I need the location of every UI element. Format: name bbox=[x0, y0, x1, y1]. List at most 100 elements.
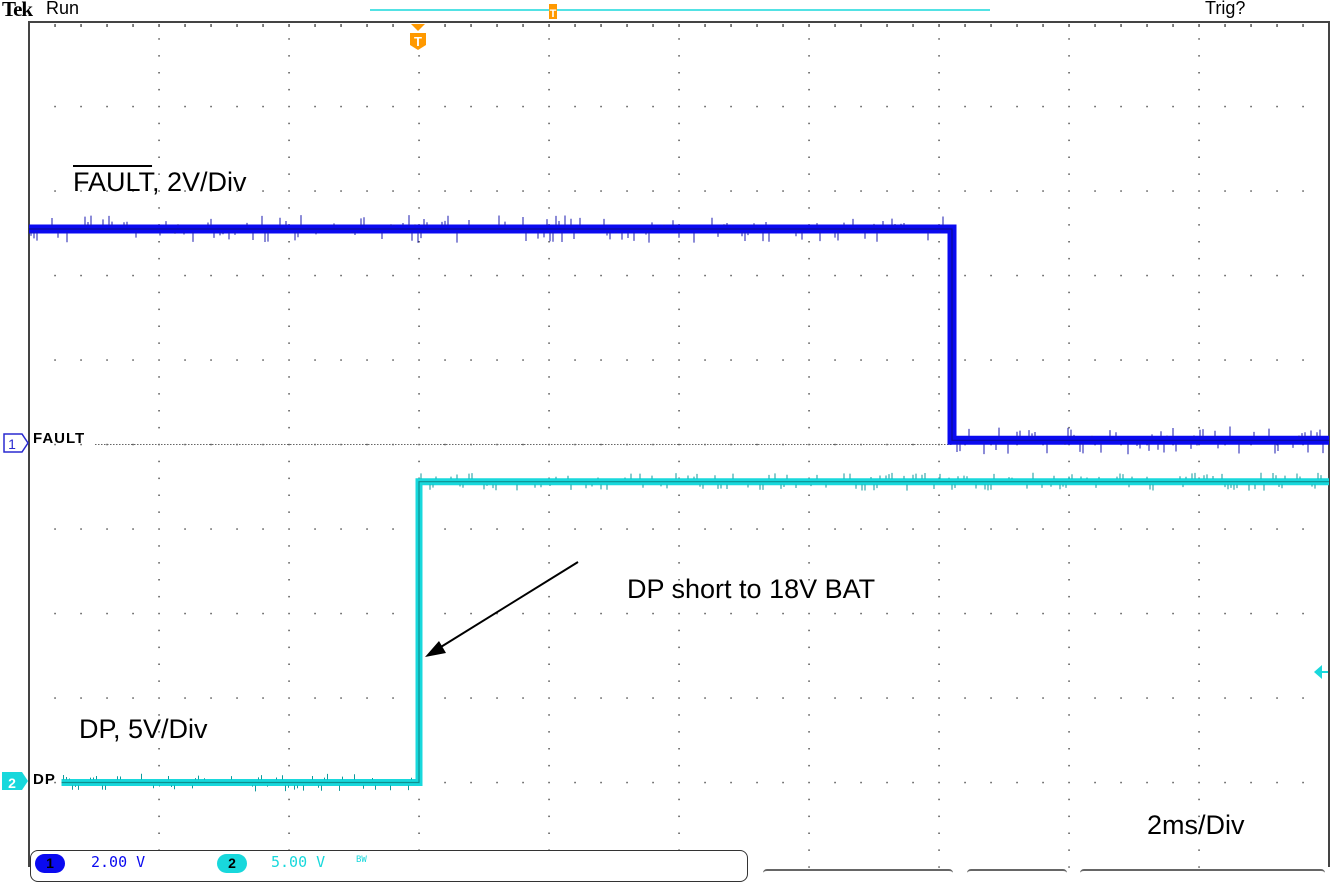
menu-tab[interactable] bbox=[1080, 869, 1325, 881]
grid-dot bbox=[938, 562, 940, 564]
grid-dot bbox=[1172, 359, 1174, 361]
grid-dot bbox=[366, 612, 368, 615]
timebase-annotation: 2ms/Div bbox=[1147, 810, 1245, 840]
grid-dot bbox=[158, 595, 160, 598]
grid-dot bbox=[1198, 832, 1200, 834]
grid-dot bbox=[626, 190, 628, 192]
grid-dot bbox=[1068, 528, 1070, 530]
grid-dot bbox=[80, 359, 82, 361]
grid-dot bbox=[782, 274, 784, 277]
grid-dot bbox=[808, 612, 810, 615]
grid-dot bbox=[288, 646, 290, 649]
grid-dot bbox=[54, 612, 56, 615]
grid-dot bbox=[314, 274, 316, 277]
grid-dot bbox=[1198, 748, 1200, 750]
menu-tab[interactable] bbox=[763, 869, 953, 881]
grid-dot bbox=[418, 257, 420, 260]
grid-dot bbox=[808, 173, 810, 175]
grid-dot bbox=[808, 545, 810, 547]
grid-dot bbox=[1172, 274, 1174, 277]
grid-dot bbox=[1146, 105, 1148, 108]
grid-dot bbox=[158, 38, 160, 40]
grid-dot bbox=[1172, 612, 1174, 615]
grid-dot bbox=[626, 105, 628, 108]
grid-dot bbox=[392, 105, 394, 108]
grid-tick bbox=[756, 24, 758, 27]
grid-dot bbox=[1068, 257, 1070, 260]
grid-dot bbox=[600, 697, 602, 699]
grid-dot bbox=[418, 72, 420, 74]
ch2-scale: 5.00 V bbox=[271, 853, 326, 871]
grid-dot bbox=[236, 190, 238, 192]
grid-dot bbox=[288, 173, 290, 175]
grid-dot bbox=[80, 612, 82, 615]
grid-dot bbox=[132, 105, 134, 108]
grid-tick bbox=[990, 24, 992, 27]
grid-dot bbox=[808, 764, 810, 767]
grid-dot bbox=[1172, 781, 1174, 784]
ch2-badge[interactable]: 2 bbox=[217, 854, 247, 873]
grid-dot bbox=[938, 122, 940, 125]
grid-dot bbox=[288, 105, 290, 108]
grid-dot bbox=[1042, 528, 1044, 530]
grid-dot bbox=[860, 190, 862, 192]
grid-dot bbox=[444, 781, 446, 784]
grid-dot bbox=[938, 105, 940, 108]
grid-dot bbox=[288, 460, 290, 463]
menu-tab[interactable] bbox=[967, 869, 1067, 881]
grid-dot bbox=[938, 579, 940, 581]
grid-dot bbox=[1198, 680, 1200, 682]
grid-dot bbox=[808, 359, 810, 361]
grid-dot bbox=[938, 342, 940, 344]
grid-dot bbox=[106, 528, 108, 530]
grid-dot bbox=[210, 528, 212, 530]
grid-tick bbox=[834, 24, 836, 27]
grid-dot bbox=[106, 612, 108, 615]
grid-dot bbox=[678, 612, 680, 615]
grid-dot bbox=[938, 241, 940, 243]
grid-dot bbox=[1068, 376, 1070, 378]
grid-dot bbox=[418, 55, 420, 57]
grid-dot bbox=[262, 105, 264, 108]
grid-dot bbox=[938, 595, 940, 598]
trace-line bbox=[29, 228, 1329, 441]
grid-dot bbox=[574, 274, 576, 277]
grid-dot bbox=[1224, 359, 1226, 361]
grid-dot bbox=[522, 274, 524, 277]
grid-dot bbox=[1198, 241, 1200, 243]
grid-dot bbox=[938, 866, 940, 868]
grid-dot bbox=[1302, 697, 1304, 699]
grid-tick bbox=[522, 24, 524, 27]
grid-dot bbox=[704, 105, 706, 108]
grid-dot bbox=[652, 274, 654, 277]
grid-dot bbox=[808, 798, 810, 801]
grid-dot bbox=[756, 443, 758, 446]
svg-text:T: T bbox=[414, 34, 422, 49]
grid-dot bbox=[938, 173, 940, 175]
grid-dot bbox=[158, 359, 160, 361]
grid-dot bbox=[626, 697, 628, 699]
grid-dot bbox=[1068, 849, 1070, 851]
grid-dot bbox=[678, 122, 680, 125]
grid-dot bbox=[548, 410, 550, 412]
grid-dot bbox=[860, 612, 862, 615]
grid-dot bbox=[288, 477, 290, 480]
grid-dot bbox=[1068, 122, 1070, 125]
grid-dot bbox=[626, 781, 628, 784]
ch1-badge[interactable]: 1 bbox=[35, 854, 65, 873]
grid-dot bbox=[1068, 207, 1070, 209]
grid-dot bbox=[1068, 105, 1070, 108]
grid-dot bbox=[678, 207, 680, 209]
grid-dot bbox=[288, 697, 290, 699]
grid-dot bbox=[288, 291, 290, 294]
grid-dot bbox=[288, 410, 290, 412]
grid-dot bbox=[834, 359, 836, 361]
grid-dot bbox=[938, 731, 940, 733]
grid-dot bbox=[158, 325, 160, 327]
grid-dot bbox=[678, 393, 680, 395]
grid-dot bbox=[522, 105, 524, 108]
grid-dot bbox=[158, 274, 160, 277]
grid-dot bbox=[548, 122, 550, 125]
grid-dot bbox=[678, 714, 680, 716]
grid-tick bbox=[158, 24, 160, 27]
